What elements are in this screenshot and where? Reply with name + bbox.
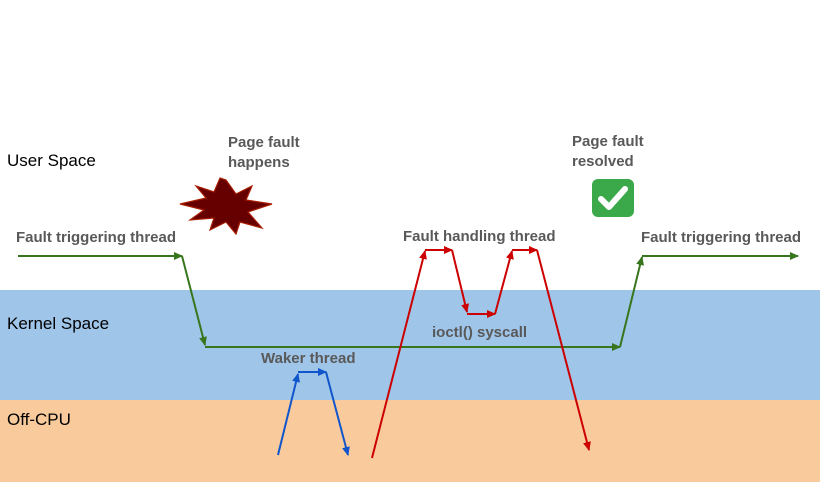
waker-thread-label: Waker thread (261, 350, 356, 367)
waker-thread-path (277, 368, 350, 456)
user-space-band (0, 0, 820, 290)
kernel-space-label: Kernel Space (7, 314, 110, 333)
ioctl-syscall-label: ioctl() syscall (432, 324, 528, 341)
fault-triggering-thread-label-right: Fault triggering thread (641, 229, 802, 246)
fault-triggering-thread-path-right (619, 252, 799, 348)
off-cpu-label: Off-CPU (7, 410, 71, 429)
fault-handling-thread-label: Fault handling thread (403, 228, 556, 245)
explosion-icon (179, 177, 273, 236)
off-cpu-band (0, 400, 820, 482)
fault-triggering-thread-label-left: Fault triggering thread (16, 229, 177, 246)
user-space-label: User Space (7, 151, 96, 170)
page-fault-resolved-label: Page fault resolved (572, 133, 644, 170)
fault-triggering-thread-path-left (18, 252, 207, 346)
page-fault-happens-label: Page fault happens (228, 134, 300, 171)
fault-handling-thread-path (371, 246, 591, 459)
check-mark-icon (592, 179, 634, 217)
